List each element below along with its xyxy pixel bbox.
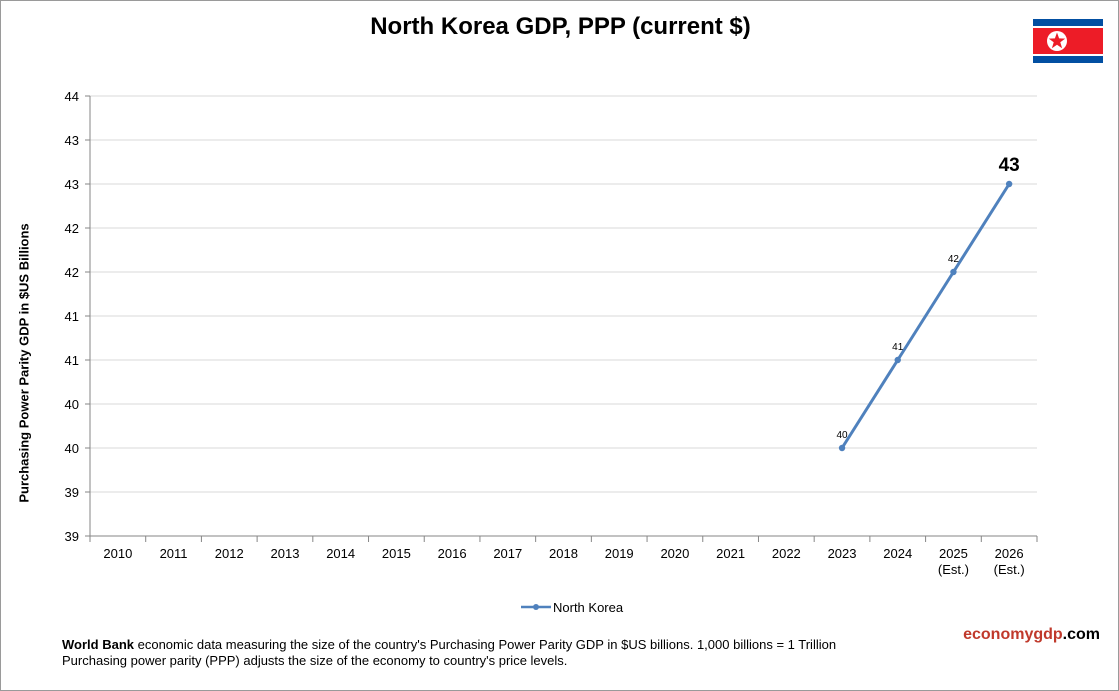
y-tick-label: 39	[65, 529, 79, 544]
data-label: 40	[836, 430, 848, 441]
legend-label-north-korea: North Korea	[553, 599, 624, 615]
x-tick-label: 2018	[549, 546, 578, 561]
y-tick-label: 41	[65, 353, 79, 368]
series-line-north-korea	[840, 183, 1011, 449]
data-point	[838, 444, 846, 452]
brand-suffix: .com	[1062, 626, 1100, 643]
x-tick-label: 2023	[828, 546, 857, 561]
data-point	[950, 268, 957, 276]
footnote: World Bank economic data measuring the s…	[62, 637, 836, 669]
y-tick-label: 44	[65, 89, 79, 104]
y-tick-label: 40	[65, 397, 79, 412]
x-tick-label: 2019	[605, 546, 634, 561]
x-tick-label: 2025 (Est.)	[938, 546, 969, 577]
data-label: 42	[948, 254, 960, 265]
x-tick-label: 2021	[716, 546, 745, 561]
x-tick-label: 2020	[660, 546, 689, 561]
y-tick-label: 43	[65, 133, 79, 148]
north-korea-flag-icon	[1033, 19, 1103, 63]
x-tick-label: 2015	[382, 546, 411, 561]
x-tick-label: 2022	[772, 546, 801, 561]
footnote-line-1: World Bank economic data measuring the s…	[62, 637, 836, 653]
footnote-line-1-text: economic data measuring the size of the …	[134, 637, 837, 652]
footnote-line-2: Purchasing power parity (PPP) adjusts th…	[62, 653, 568, 668]
x-tick-label: 2011	[160, 546, 188, 561]
x-tick-label: 2026 (Est.)	[994, 546, 1025, 577]
x-tick-label: 2016	[438, 546, 467, 561]
x-tick-label: 2010	[103, 546, 132, 561]
y-tick-label: 40	[65, 441, 79, 456]
x-tick-label: 2024	[883, 546, 912, 561]
chart-title: North Korea GDP, PPP (current $)	[370, 13, 751, 40]
data-point	[894, 356, 901, 364]
y-tick-label: 42	[65, 265, 79, 280]
brand-name: economygdp	[963, 626, 1063, 643]
y-tick-label: 41	[65, 309, 79, 324]
legend-swatch-north-korea	[521, 604, 551, 610]
data-label: 43	[999, 155, 1020, 176]
legend: North Korea	[521, 598, 623, 616]
x-tick-label: 2012	[215, 546, 244, 561]
x-tick-label: 2017	[493, 546, 522, 561]
y-tick-label: 42	[65, 221, 79, 236]
x-tick-label: 2014	[326, 546, 355, 561]
footnote-source: World Bank	[62, 637, 134, 652]
y-tick-label: 43	[65, 177, 79, 192]
x-tick-label: 2013	[271, 546, 300, 561]
brand-logo[interactable]: economygdp.com	[963, 626, 1100, 644]
data-point	[1005, 180, 1013, 188]
data-label: 41	[892, 342, 904, 353]
y-tick-label: 39	[65, 485, 79, 500]
